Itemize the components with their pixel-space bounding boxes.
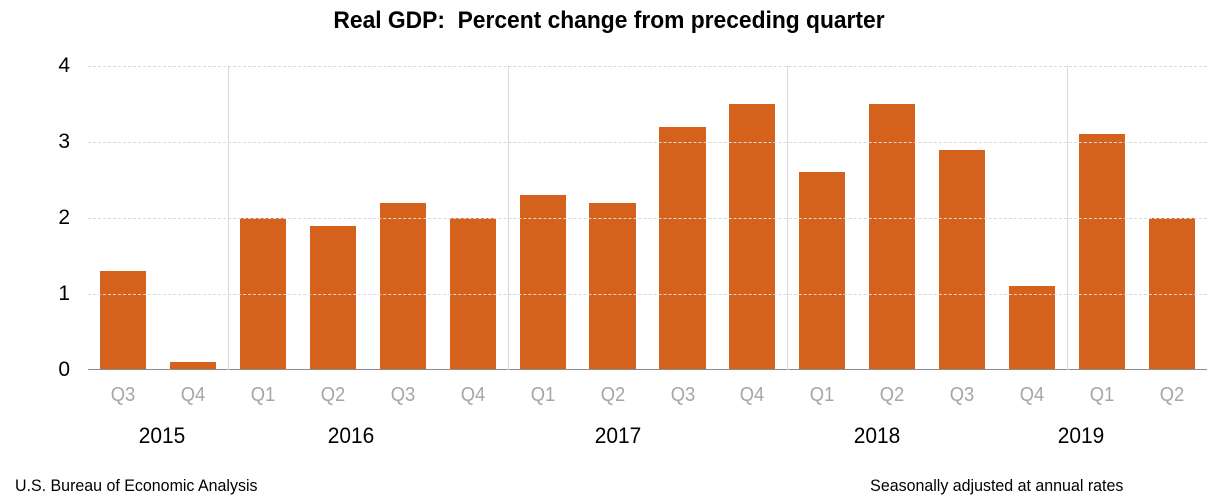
bar-2019-q1 — [1079, 134, 1126, 370]
bar-2018-q4 — [1009, 286, 1056, 370]
y-tick-label-4: 4 — [58, 54, 70, 77]
quarter-label-2018-q1: Q1 — [810, 384, 835, 406]
x-axis-quarter-labels: Q3 Q4 Q1 Q2 Q3 Q4 Q1 Q2 Q3 Q4 Q1 Q2 Q3 Q4 Q1 Q2 — [88, 384, 1207, 407]
year-label-2015: 2015 — [138, 423, 186, 448]
bar-2015-q4 — [169, 362, 216, 370]
source-note: U.S. Bureau of Economic Analysis — [15, 476, 258, 495]
bar-slot — [997, 66, 1067, 370]
quarter-label-2017-q1: Q1 — [530, 384, 555, 406]
bar-slot — [787, 66, 857, 370]
year-separator-line — [787, 66, 789, 370]
year-label-2018: 2018 — [853, 423, 901, 448]
y-tick-label-2: 2 — [58, 206, 70, 229]
bar-2018-q2 — [869, 104, 916, 370]
y-tick-label-3: 3 — [58, 130, 70, 153]
chart-title: Real GDP: Percent change from preceding … — [333, 7, 885, 34]
quarter-label-2019-q2: Q2 — [1159, 384, 1185, 406]
year-separator-line — [507, 66, 509, 370]
adjustment-note: Seasonally adjusted at annual rates — [869, 476, 1123, 495]
y-tick-label-1: 1 — [58, 282, 70, 305]
quarter-label-2015-q3: Q3 — [110, 384, 136, 406]
year-label-2016: 2016 — [327, 423, 375, 448]
gridline-y1 — [88, 294, 1207, 295]
bar-2017-q3 — [659, 126, 706, 370]
bar-slot — [508, 66, 578, 370]
bar-2018-q3 — [939, 149, 986, 370]
quarter-label-2018-q3: Q3 — [949, 384, 975, 406]
quarter-label-2015-q4: Q4 — [180, 384, 206, 406]
quarter-label-2017-q2: Q2 — [600, 384, 625, 406]
year-label-2019: 2019 — [1057, 423, 1104, 448]
year-separator-line — [227, 66, 229, 370]
x-axis-year-labels: 2015 2016 2017 2018 2019 — [88, 423, 1207, 451]
bar-slot — [717, 66, 787, 370]
y-axis-tick-labels: 4 3 2 1 0 — [0, 54, 70, 381]
gridline-y3 — [88, 142, 1207, 143]
bar-slot — [648, 66, 718, 370]
bar-slot — [578, 66, 648, 370]
gridline-y4 — [88, 66, 1207, 67]
quarter-label-2017-q3: Q3 — [670, 384, 695, 406]
year-separator-line — [1067, 66, 1069, 370]
bar-slot — [1067, 66, 1137, 370]
quarter-label-2018-q2: Q2 — [880, 384, 905, 406]
x-axis-line — [88, 369, 1207, 370]
bar-slot — [88, 66, 158, 370]
y-tick-label-0: 0 — [58, 358, 70, 381]
bar-2016-q3 — [379, 202, 426, 370]
bar-2017-q4 — [729, 104, 776, 370]
bar-2018-q1 — [799, 172, 846, 370]
bar-slot — [927, 66, 997, 370]
bar-slot — [298, 66, 368, 370]
quarter-label-2017-q4: Q4 — [740, 384, 765, 406]
quarter-label-2018-q4: Q4 — [1019, 384, 1045, 406]
bar-slot — [857, 66, 927, 370]
bar-slot — [368, 66, 438, 370]
quarter-label-2016-q1: Q1 — [250, 384, 276, 406]
bar-2017-q2 — [589, 202, 636, 370]
bar-2016-q2 — [309, 225, 356, 370]
bar-2017-q1 — [519, 195, 566, 370]
bar-2015-q3 — [99, 271, 147, 370]
gridline-y2 — [88, 218, 1207, 219]
quarter-label-2016-q4: Q4 — [460, 384, 485, 406]
bar-slot — [158, 66, 228, 370]
year-label-2017: 2017 — [595, 423, 642, 448]
quarter-label-2019-q1: Q1 — [1089, 384, 1115, 406]
quarter-label-2016-q2: Q2 — [320, 384, 346, 406]
quarter-label-2016-q3: Q3 — [390, 384, 415, 406]
plot-area — [88, 66, 1207, 370]
